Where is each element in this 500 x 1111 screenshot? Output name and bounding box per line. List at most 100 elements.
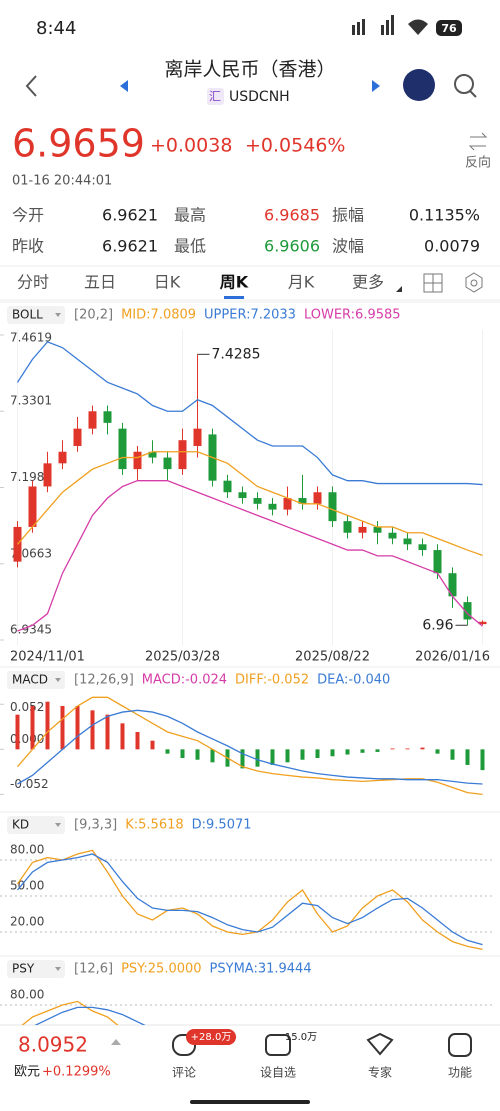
nav-item[interactable]: 专家 xyxy=(368,1065,392,1080)
candle-body xyxy=(268,503,277,510)
macd-bar xyxy=(285,749,290,763)
candle-body xyxy=(133,451,142,470)
candle-body xyxy=(328,492,337,522)
legend-entry: UPPER:7.2033 xyxy=(204,308,296,323)
candle-body xyxy=(433,550,442,574)
macd-bar xyxy=(15,714,20,750)
legend-entry: DIFF:-0.052 xyxy=(235,673,309,688)
status-icons xyxy=(352,15,428,35)
macd-bar xyxy=(465,749,470,765)
low-annotation: 6.96 xyxy=(422,617,453,633)
legend-entry: DEA:-0.040 xyxy=(317,673,390,688)
macd-bar xyxy=(450,749,455,760)
params: [12,6] xyxy=(74,962,113,977)
search[interactable] xyxy=(454,74,474,94)
tab[interactable]: 周K xyxy=(220,273,249,292)
indicator-chip xyxy=(7,306,65,324)
indicator-chip xyxy=(7,960,65,978)
legend-entry: LOWER:6.9585 xyxy=(304,308,401,323)
indicator-caret xyxy=(55,313,61,317)
nav-item[interactable]: 功能 xyxy=(448,1066,472,1080)
macd-bar xyxy=(270,749,275,765)
macd-bar xyxy=(75,706,80,750)
tab[interactable]: 日K xyxy=(154,273,181,292)
macd-bar xyxy=(375,749,380,752)
indicator: MACD xyxy=(12,673,48,687)
y-tick-label: 80.00 xyxy=(10,843,44,857)
watch-count: 15.0万 xyxy=(285,1032,317,1043)
legend-entry: K:5.5618 xyxy=(125,818,183,833)
title: 离岸人民币（香港） xyxy=(164,59,335,81)
y-tick-label: 6.9345 xyxy=(10,623,52,637)
bottom-price: 8.0952 xyxy=(18,1033,88,1057)
next-button[interactable] xyxy=(372,80,380,92)
y-tick-label: -0.052 xyxy=(10,777,49,791)
series-line xyxy=(17,451,483,556)
candle-body xyxy=(163,457,172,470)
macd-bar xyxy=(90,710,95,750)
comment-badge: +28.0万 xyxy=(191,1032,232,1043)
nav-item[interactable]: 设自选 xyxy=(260,1066,296,1080)
macd-bar xyxy=(420,747,425,750)
indicator-chip xyxy=(7,671,65,689)
search-handle xyxy=(469,90,477,98)
candle-body xyxy=(298,498,307,504)
series-line xyxy=(17,709,483,785)
prev-button[interactable] xyxy=(120,80,128,92)
avatar[interactable] xyxy=(403,69,435,101)
stat-label: 最高 xyxy=(174,206,206,225)
macd-bar xyxy=(435,749,440,754)
stat-label: 今开 xyxy=(12,206,44,225)
candle-body xyxy=(463,602,472,620)
reverse-label[interactable]: 反向 xyxy=(465,155,491,171)
legend-entry: MID:7.0809 xyxy=(121,308,196,323)
candle-body xyxy=(178,440,187,470)
tab-indicator xyxy=(224,296,244,299)
indicator-caret xyxy=(55,823,61,827)
candle-body xyxy=(373,526,382,533)
stat-value: 6.9621 xyxy=(102,206,158,225)
y-tick-label: 20.00 xyxy=(10,915,44,929)
quote-time: 01-16 20:44:01 xyxy=(12,174,112,189)
macd-bar xyxy=(30,706,35,750)
y-tick-label: 50.00 xyxy=(10,879,44,893)
battery xyxy=(436,20,462,36)
legend-entry: D:9.5071 xyxy=(192,818,252,833)
series-line xyxy=(16,341,483,486)
stat-value: 6.9606 xyxy=(264,237,320,256)
tab-icons[interactable] xyxy=(423,272,483,293)
tab[interactable]: 分时 xyxy=(17,273,49,292)
x-tick-label: 2026/01/16 xyxy=(415,650,490,665)
candle-body xyxy=(28,486,37,527)
macd-bar xyxy=(60,706,65,750)
nav-item[interactable]: 评论 xyxy=(172,1066,196,1080)
stat-label: 最低 xyxy=(174,237,206,256)
macd-bar xyxy=(105,714,110,750)
macd-bar xyxy=(405,748,410,750)
tab[interactable]: 五日 xyxy=(84,273,116,292)
indicator-chip xyxy=(7,816,65,834)
legend-entry: MACD:-0.024 xyxy=(142,673,227,688)
tab[interactable]: 月K xyxy=(288,273,315,292)
candle-body xyxy=(283,498,292,510)
y-tick-label: 7.1982 xyxy=(10,470,52,484)
series-line xyxy=(16,849,483,950)
candle-body xyxy=(448,573,457,597)
x-tick-label: 2025/08/22 xyxy=(295,650,370,665)
change-percent: +0.0546% xyxy=(245,135,345,157)
tab[interactable]: 更多 xyxy=(352,273,384,292)
candle-body xyxy=(478,621,487,625)
back-button[interactable] xyxy=(25,75,37,97)
psy-panel: 80.00 xyxy=(0,988,495,1025)
candle-body xyxy=(103,411,112,423)
stat-value: 0.0079 xyxy=(424,237,480,256)
badge: 汇 xyxy=(209,90,221,104)
reverse-icon[interactable] xyxy=(468,132,488,151)
macd-bar xyxy=(165,749,170,754)
series-line xyxy=(21,1000,119,1025)
change: +0.0038 xyxy=(150,135,232,157)
stat-label: 昨收 xyxy=(12,237,44,256)
macd-bar xyxy=(300,749,305,760)
price: 6.9659 xyxy=(12,122,145,166)
